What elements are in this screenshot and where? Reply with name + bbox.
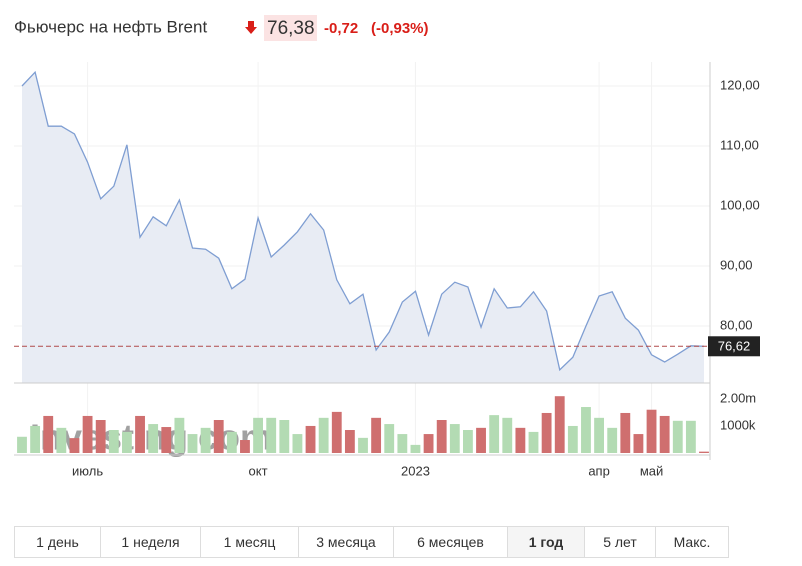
volume-bar [515,427,526,453]
volume-bar [607,427,618,453]
y-tick-label: 100,00 [720,197,760,212]
volume-bar [371,417,382,453]
volume-bar [554,396,565,453]
volume-bar [699,451,709,453]
volume-bar [253,417,263,453]
y-tick-label: 110,00 [720,137,759,152]
volume-bar [594,417,604,453]
volume-bar [436,420,447,453]
volume-bar [528,431,539,453]
volume-bar [344,430,355,453]
volume-bar [541,412,552,453]
volume-bar [108,430,119,453]
change-percent: (-0,93%) [371,20,429,37]
volume-bar [213,420,224,453]
volume-bar [410,444,421,453]
chart: Фьючерс на нефть Brent 76,38 -0,72 (-0,9… [14,15,760,478]
y-tick-label: 90,00 [720,257,753,272]
volume-bar [672,420,683,453]
volume-bar [489,415,500,453]
volume-bar [95,420,106,453]
change: -0,72 [324,20,358,37]
volume-bar [581,407,591,453]
volume-bar [279,420,290,453]
area-fill [22,72,704,383]
range-button[interactable]: 1 год [508,527,585,557]
volume-bar [148,424,159,453]
volume-bar [122,431,132,453]
volume-bar [82,415,93,453]
x-tick-label: май [640,463,663,478]
volume-bar [384,424,395,453]
volume-bar [135,415,145,453]
volume-bar [397,434,408,453]
volume-bar [69,438,80,453]
price: 76,38 [267,18,315,39]
volume-bar [476,427,486,453]
x-tick-label: июль [72,463,103,478]
y-tick-label: 80,00 [720,317,753,332]
volume-bar [17,436,27,453]
last-value-label: 76,62 [718,339,751,354]
volume-bar [685,420,696,453]
volume-bar [200,427,211,453]
range-button[interactable]: 5 лет [585,527,656,557]
y-tick-label: 120,00 [720,77,760,92]
price-line [21,70,705,372]
volume-bar [620,412,631,453]
price-highlight [264,15,317,41]
range-button[interactable]: 1 месяц [201,527,299,557]
x-tick-label: апр [588,463,610,478]
volume-bar [423,434,434,453]
range-button[interactable]: 1 неделя [101,527,201,557]
volume-bar [659,415,670,453]
last-value-box [708,336,760,357]
volume-bar [305,425,316,453]
volume-bar [226,431,237,453]
volume-bar [646,409,657,453]
range-buttons: 1 день 1 неделя 1 месяц 3 месяца 6 месяцев 1 … [14,526,729,558]
volume-bar [502,417,513,453]
volume-tick-label: 1000k [720,417,756,432]
volume-bar [633,434,644,453]
volume-bar [161,427,172,453]
volume-bar [463,430,473,453]
volume-bar [318,417,329,453]
volume-bar [174,417,185,453]
range-button[interactable]: Макс. [673,534,711,550]
range-button[interactable]: 6 месяцев [394,527,508,557]
volume-bar [43,415,54,453]
volume-bar [266,417,277,453]
volume-bar [56,427,67,453]
volume-bar [240,440,250,453]
volume-bar [187,434,198,453]
range-button[interactable]: 3 месяца [299,527,394,557]
volume-bar [292,434,303,453]
range-button[interactable]: 1 день [15,527,101,557]
volume-bar [449,424,460,453]
volume-bar [358,437,368,453]
down-arrow [245,21,257,34]
x-tick-label: 2023 [401,463,430,478]
volume-tick-label: 2.00m [720,390,756,405]
volume-bar [30,425,41,453]
volume-bar [567,425,578,453]
volume-bar [331,411,342,453]
instrument-title: Фьючерс на нефть Brent [14,17,207,36]
x-tick-label: окт [249,463,268,478]
